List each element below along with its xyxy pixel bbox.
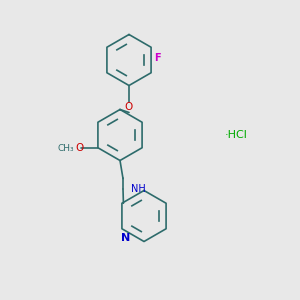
Text: CH₃: CH₃ xyxy=(58,144,74,153)
Text: O: O xyxy=(76,143,84,153)
Text: ·HCl: ·HCl xyxy=(225,130,248,140)
Text: N: N xyxy=(121,233,130,243)
Text: O: O xyxy=(124,102,132,112)
Text: NH: NH xyxy=(131,184,146,194)
Text: F: F xyxy=(154,53,161,64)
